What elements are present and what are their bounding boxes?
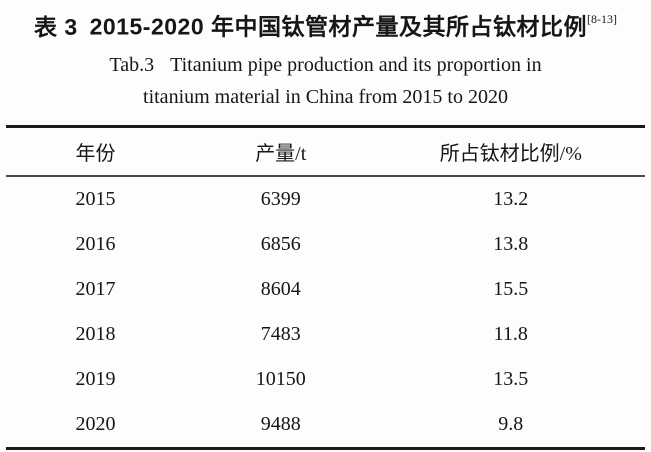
table-cell: 15.5	[493, 277, 529, 300]
table-cell: 2017	[75, 277, 116, 300]
table-row: 2018 7483 11.8	[6, 312, 645, 357]
table-cell: 2015	[75, 187, 116, 210]
table-cell: 8604	[260, 277, 301, 300]
table-row: 2016 6856 13.8	[6, 222, 645, 267]
table-row: 2015 6399 13.2	[6, 176, 645, 222]
table-title-text-cn: 2015-2020 年中国钛管材产量及其所占钛材比例	[89, 13, 588, 40]
table-cell: 2020	[75, 412, 116, 435]
table-header: 年份 产量/t 所占钛材比例/%	[6, 126, 645, 177]
table-caption-english-line1: Tab.3 Titanium pipe production and its pr…	[0, 53, 651, 77]
table-row: 2020 9488 9.8	[6, 402, 645, 449]
citation-superscript: [8-13]	[587, 12, 618, 26]
table-cell: 6399	[260, 187, 301, 210]
table-cell: 2018	[75, 322, 116, 345]
table-cell: 6856	[260, 232, 301, 255]
table-cell: 10150	[255, 367, 306, 390]
table-cell: 13.5	[493, 367, 529, 390]
table-body: 2015 6399 13.2 2016 6856 13.8 2017 8604 15.5 2018…	[6, 176, 645, 449]
column-header-production: 产量/t	[184, 126, 377, 177]
table-caption-english-line2: titanium material in China from 2015 to …	[143, 85, 508, 108]
table-number-label-cn: 表 3	[33, 13, 78, 40]
table-cell: 2019	[75, 367, 116, 390]
table-caption-chinese: 表 3 2015-2020 年中国钛管材产量及其所占钛材比例[8-13]	[0, 0, 651, 41]
table-row: 2019 10150 13.5	[6, 357, 645, 402]
column-header-proportion: 所占钛材比例/%	[376, 126, 645, 177]
table-cell: 13.2	[493, 187, 529, 210]
data-table: 年份 产量/t 所占钛材比例/% 2015 6399 13.2 2016 6856 13.…	[6, 124, 645, 450]
column-header-year: 年份	[6, 126, 185, 177]
table-cell: 2016	[75, 232, 116, 255]
table-number-label-en: Tab.3	[109, 53, 155, 76]
table-cell: 9488	[260, 412, 301, 435]
table-cell: 13.8	[493, 232, 529, 255]
table-title-text-en: Titanium pipe production and its proport…	[170, 53, 542, 76]
table-header-row: 年份 产量/t 所占钛材比例/%	[6, 126, 645, 177]
table-cell: 7483	[260, 322, 301, 345]
table-cell: 9.8	[498, 412, 524, 435]
table-cell: 11.8	[493, 322, 528, 345]
table-row: 2017 8604 15.5	[6, 267, 645, 312]
